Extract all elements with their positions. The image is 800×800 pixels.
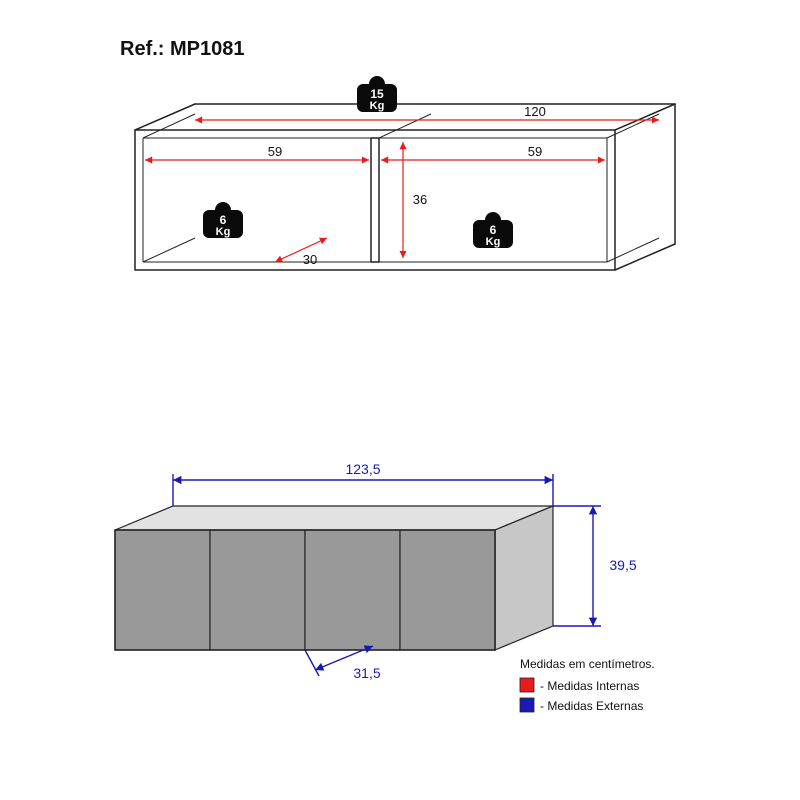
svg-text:6: 6	[220, 213, 227, 227]
weight-top: 15 Kg	[357, 76, 397, 112]
dim-depth-30: 30	[303, 252, 317, 267]
svg-text:Kg: Kg	[216, 226, 231, 238]
weight-left: 6 Kg	[203, 202, 243, 238]
svg-text:Kg: Kg	[486, 236, 501, 248]
dim-ext-width: 123,5	[345, 461, 380, 477]
dim-ext-depth: 31,5	[353, 665, 380, 681]
dim-height-36: 36	[413, 192, 427, 207]
dim-left-59: 59	[268, 144, 282, 159]
diagram-root: Ref.: MP1081	[0, 0, 800, 800]
open-cabinet-view: 120 59 59 36 30 15 Kg 6 Kg 6 Kg	[135, 76, 675, 270]
svg-text:6: 6	[490, 223, 497, 237]
dim-ext-height: 39,5	[609, 557, 636, 573]
ref-label: Ref.: MP1081	[120, 38, 245, 60]
legend-title: Medidas em centímetros.	[520, 657, 655, 671]
dim-top-width: 120	[524, 104, 546, 119]
legend: Medidas em centímetros. - Medidas Intern…	[520, 657, 655, 713]
svg-text:Kg: Kg	[370, 100, 385, 112]
closed-cabinet-view: 123,5 39,5 31,5	[115, 461, 637, 681]
legend-external-swatch	[520, 698, 534, 712]
weight-right: 6 Kg	[473, 212, 513, 248]
legend-external: - Medidas Externas	[540, 699, 643, 713]
legend-internal: - Medidas Internas	[540, 679, 639, 693]
svg-text:15: 15	[370, 87, 384, 101]
legend-internal-swatch	[520, 678, 534, 692]
dim-right-59: 59	[528, 144, 542, 159]
